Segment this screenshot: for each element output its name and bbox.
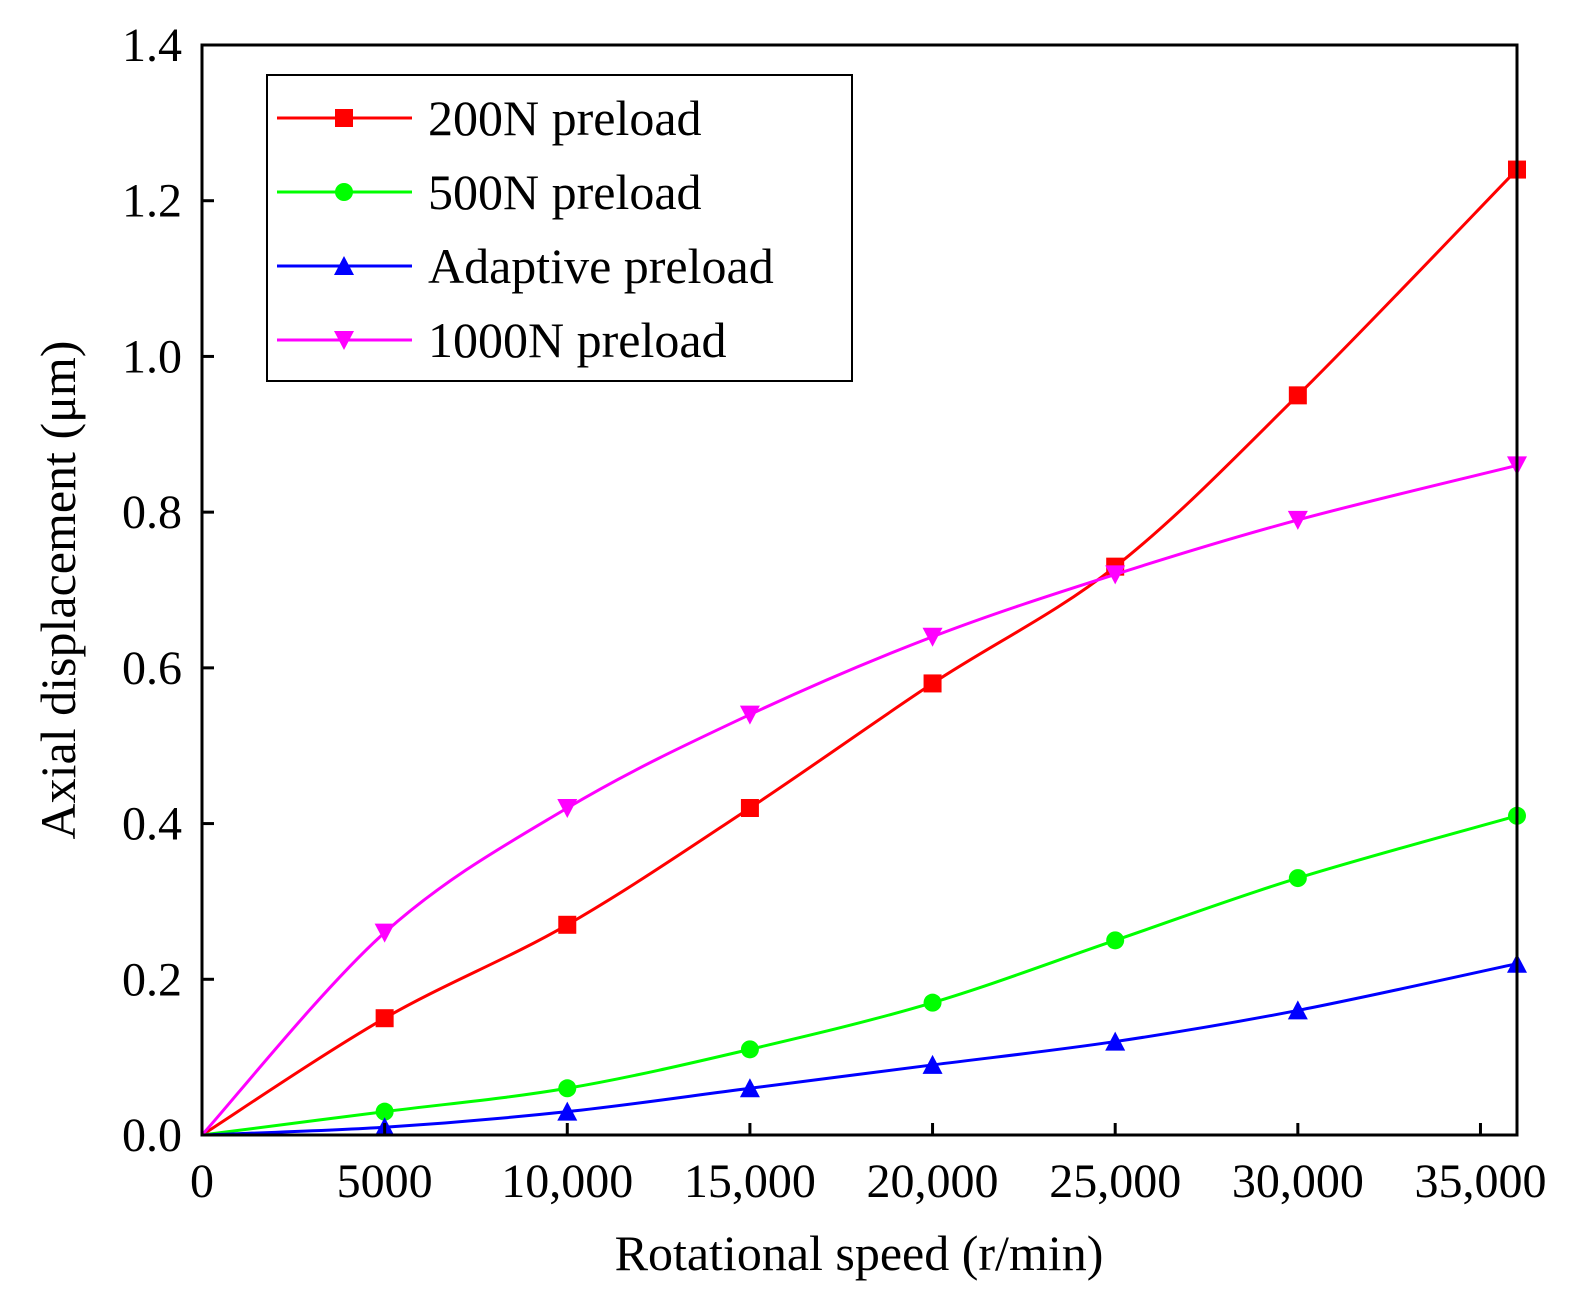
legend-label: 500N preload (428, 164, 702, 220)
data-point (1106, 931, 1125, 950)
y-tick-label: 0.4 (122, 798, 182, 851)
series-line (201, 962, 1518, 1137)
series-layer (200, 160, 1527, 1137)
x-tick-label: 5000 (337, 1155, 433, 1208)
legend-label: 1000N preload (428, 312, 727, 368)
data-point (739, 705, 760, 725)
legend: 200N preload 500N preload Adaptive preload… (266, 74, 853, 382)
legend-box (266, 74, 853, 382)
x-tick-label: 15,000 (684, 1155, 816, 1208)
data-point (1287, 1000, 1308, 1020)
series-500n-preload (201, 806, 1526, 1137)
series-200n-preload (201, 160, 1526, 1137)
legend-marker (334, 331, 354, 350)
data-point (923, 993, 942, 1012)
legend-label: 200N preload (428, 90, 702, 146)
data-point (558, 915, 577, 934)
y-tick-label: 0.2 (122, 953, 182, 1006)
y-axis-title: Axial displacement (μm) (30, 341, 86, 840)
legend-item: 500N preload (277, 164, 702, 220)
y-tick-label: 1.2 (122, 175, 182, 228)
data-point (922, 1054, 943, 1074)
legend-item: 1000N preload (277, 312, 727, 368)
data-point (739, 1078, 760, 1098)
x-tick-label: 25,000 (1049, 1155, 1181, 1208)
data-point (557, 799, 578, 818)
plot-frame (200, 43, 1519, 1137)
data-point (558, 1079, 577, 1098)
data-point (557, 1101, 578, 1121)
legend-label: Adaptive preload (428, 238, 774, 294)
legend-marker (335, 109, 353, 127)
data-point (374, 923, 395, 943)
data-point (1105, 565, 1126, 585)
tick-labels-layer: 0 5000 10,000 15,000 20,000 25,000 30,000 35,00… (122, 19, 1546, 1208)
data-point (923, 674, 942, 693)
data-point (1288, 869, 1307, 888)
x-tick-label: 35,000 (1414, 1155, 1546, 1208)
y-tick-label: 1.0 (122, 330, 182, 383)
series-1000n-preload (200, 456, 1527, 1137)
data-point (740, 1040, 759, 1059)
x-tick-label: 30,000 (1232, 1155, 1364, 1208)
x-tick-label: 20,000 (867, 1155, 999, 1208)
ticks-layer (200, 43, 1482, 1137)
data-point (375, 1009, 394, 1028)
data-point (375, 1102, 394, 1121)
data-point (740, 799, 759, 817)
legend-marker (335, 183, 353, 201)
x-tick-label: 10,000 (501, 1155, 633, 1208)
legend-marker (334, 256, 354, 275)
y-tick-label: 0.8 (122, 486, 182, 539)
legend-item: 200N preload (277, 90, 702, 146)
legend-items: 200N preload 500N preload Adaptive preload… (277, 90, 774, 368)
data-point (1105, 1031, 1126, 1051)
y-tick-label: 0.0 (122, 1109, 182, 1162)
x-tick-label: 0 (190, 1155, 214, 1208)
y-tick-label: 1.4 (122, 19, 182, 72)
y-tick-label: 0.6 (122, 642, 182, 695)
x-axis-title: Rotational speed (r/min) (615, 1225, 1104, 1281)
data-point (1287, 510, 1308, 530)
legend-item: Adaptive preload (277, 238, 774, 294)
data-point (1288, 386, 1307, 405)
data-point (922, 627, 943, 647)
